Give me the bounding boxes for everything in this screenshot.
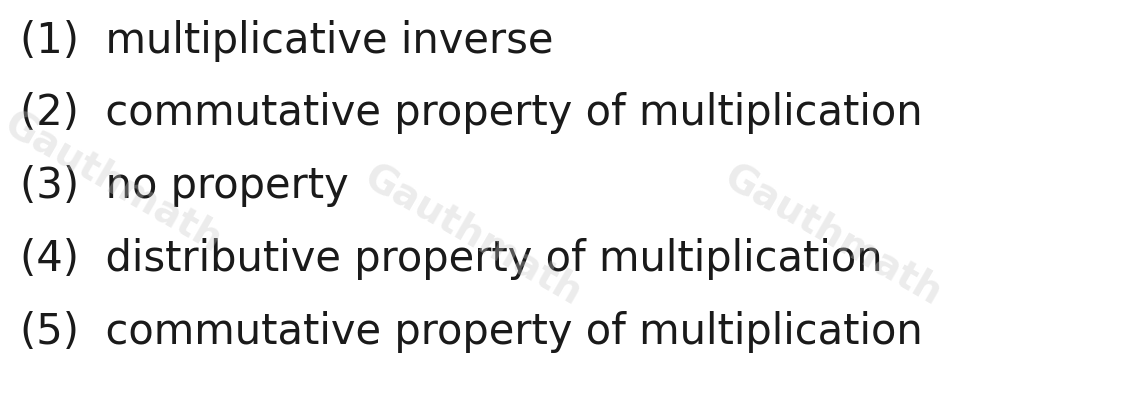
Text: Gauthmath: Gauthmath: [357, 157, 588, 313]
Text: (5)  commutative property of multiplication: (5) commutative property of multiplicati…: [20, 311, 922, 353]
Text: Gauthmath: Gauthmath: [717, 157, 948, 313]
Text: (1)  multiplicative inverse: (1) multiplicative inverse: [20, 19, 554, 62]
Text: (3)  no property: (3) no property: [20, 165, 349, 207]
Text: (2)  commutative property of multiplication: (2) commutative property of multiplicati…: [20, 92, 922, 134]
Text: (4)  distributive property of multiplication: (4) distributive property of multiplicat…: [20, 238, 883, 280]
Text: Gauthmath: Gauthmath: [0, 104, 228, 260]
